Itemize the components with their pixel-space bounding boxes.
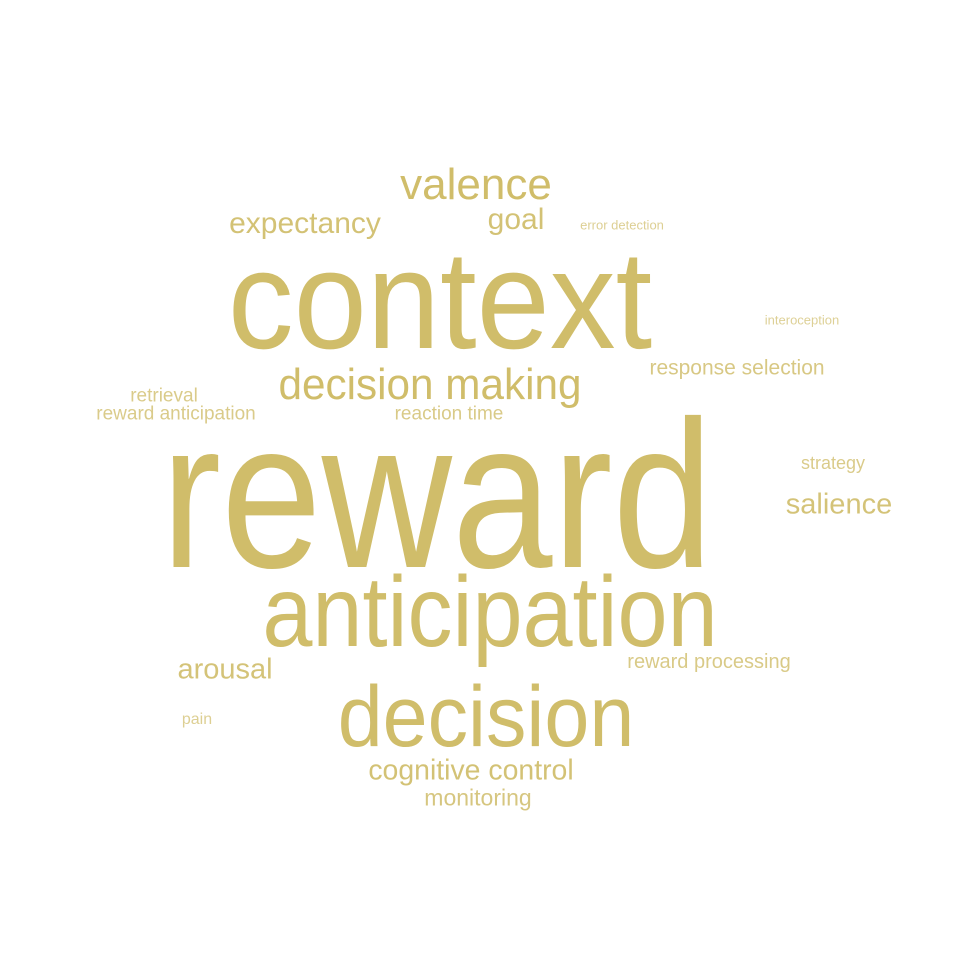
word-response-selection: response selection: [649, 356, 825, 380]
word-error-detection: error detection: [580, 217, 664, 233]
word-retrieval: retrieval: [130, 385, 198, 407]
word-monitoring: monitoring: [424, 784, 532, 811]
word-decision-making: decision making: [278, 360, 582, 409]
word-reward: reward: [160, 377, 714, 612]
word-arousal: arousal: [177, 653, 273, 686]
word-expectancy: expectancy: [229, 207, 381, 240]
word-reward-processing: reward processing: [627, 651, 791, 673]
word-strategy: strategy: [800, 453, 866, 473]
word-valence: valence: [400, 160, 552, 209]
word-anticipation: anticipation: [262, 556, 718, 668]
word-cognitive-control: cognitive control: [368, 754, 574, 787]
word-pain: pain: [181, 711, 213, 728]
word-decision: decision: [337, 669, 635, 765]
word-salience: salience: [785, 488, 893, 521]
word-reaction-time: reaction time: [394, 403, 504, 425]
word-reward-anticipation: reward anticipation: [96, 403, 256, 425]
word-goal: goal: [487, 203, 545, 236]
word-context: context: [227, 221, 653, 378]
word-interoception: interoception: [764, 312, 840, 328]
